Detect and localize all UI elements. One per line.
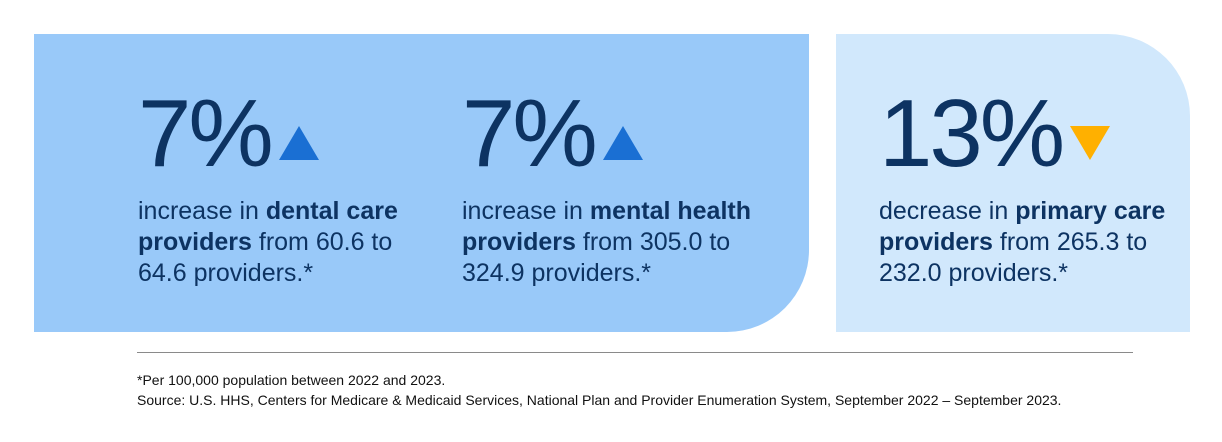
stat-dental-care: 7% increase in dental care providers fro… xyxy=(138,86,438,289)
stat-primary-care: 13% decrease in primary care providers f… xyxy=(879,86,1179,289)
stat-percent-block: 7% xyxy=(462,86,762,182)
stat-suffix: from 305.0 to 324.9 providers.* xyxy=(462,228,731,287)
increase-panel xyxy=(34,34,809,332)
stat-suffix: from 265.3 to 232.0 providers.* xyxy=(879,228,1148,287)
footnote-source: Source: U.S. HHS, Centers for Medicare &… xyxy=(137,392,1062,408)
divider xyxy=(137,352,1133,353)
stat-highlight: mental health providers xyxy=(462,197,752,256)
stat-percent: 7% xyxy=(462,80,598,187)
footnote-per-population: *Per 100,000 population between 2022 and… xyxy=(137,372,446,388)
stat-prefix: increase in xyxy=(138,197,266,225)
stat-mental-health: 7% increase in mental health providers f… xyxy=(462,86,762,289)
stat-description: increase in mental health providers from… xyxy=(462,196,762,289)
stat-percent: 13% xyxy=(879,80,1065,187)
stat-highlight: dental care providers xyxy=(138,197,398,256)
stat-percent-block: 13% xyxy=(879,86,1179,182)
decrease-panel xyxy=(836,34,1190,332)
stat-percent: 7% xyxy=(138,80,274,187)
stat-prefix: decrease in xyxy=(879,197,1016,225)
stat-highlight: primary care providers xyxy=(879,197,1166,256)
down-arrow-icon xyxy=(1070,126,1111,160)
stat-percent-block: 7% xyxy=(138,86,438,182)
stat-prefix: increase in xyxy=(462,197,590,225)
stat-description: increase in dental care providers from 6… xyxy=(138,196,438,289)
stat-description: decrease in primary care providers from … xyxy=(879,196,1179,289)
up-arrow-icon xyxy=(602,126,643,160)
stat-suffix: from 60.6 to 64.6 providers.* xyxy=(138,228,393,287)
up-arrow-icon xyxy=(278,126,319,160)
